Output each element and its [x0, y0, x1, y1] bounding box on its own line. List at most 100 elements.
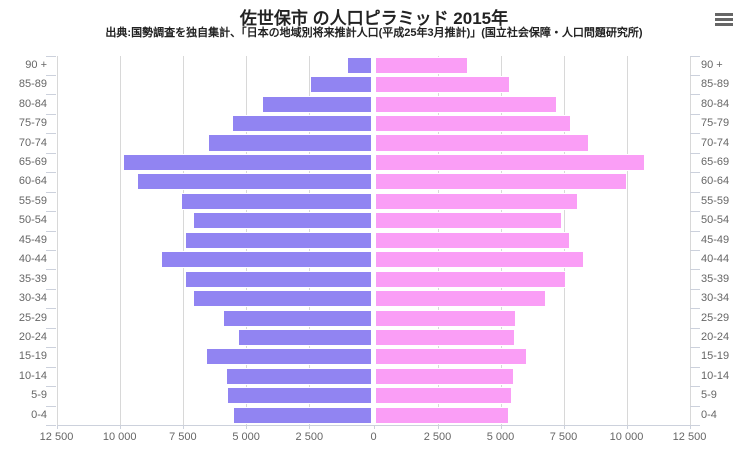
- male-population-bar[interactable]: [232, 115, 373, 133]
- age-axis-label-left: 35-39: [18, 272, 47, 285]
- male-population-bar[interactable]: [161, 251, 373, 269]
- x-axis-label: 12 500: [672, 431, 707, 443]
- female-population-bar[interactable]: [374, 173, 627, 191]
- male-population-bar[interactable]: [262, 95, 373, 113]
- male-population-bar[interactable]: [123, 153, 373, 171]
- axis-tick-right: [689, 211, 700, 213]
- female-population-bar[interactable]: [374, 348, 527, 366]
- hamburger-menu-icon: [715, 17, 733, 21]
- age-axis-label-left: 45-49: [18, 233, 47, 246]
- axis-tick-right: [689, 288, 700, 290]
- axis-tick-left: [46, 288, 56, 290]
- gridline-left: [182, 55, 184, 425]
- chart-context-menu-button[interactable]: [712, 8, 736, 28]
- axis-tick-left: [46, 425, 56, 426]
- axis-tick-right: [689, 94, 700, 96]
- axis-tick-right: [689, 172, 700, 174]
- axis-tick-right: [689, 152, 700, 154]
- male-population-bar[interactable]: [309, 76, 373, 94]
- age-axis-label-right: 35-39: [701, 272, 730, 285]
- x-axis-tick: [373, 425, 375, 429]
- page-title: 佐世保市 の人口ピラミッド 2015年: [239, 9, 509, 28]
- female-population-bar[interactable]: [374, 115, 572, 133]
- x-axis-tick: [119, 425, 121, 429]
- axis-tick-right: [689, 230, 700, 232]
- age-axis-label-right: 20-24: [701, 330, 730, 343]
- age-axis-label-right: 60-64: [701, 175, 730, 188]
- male-population-bar[interactable]: [137, 173, 373, 191]
- age-axis-label-right: 30-34: [701, 292, 730, 305]
- male-population-bar[interactable]: [184, 270, 373, 288]
- female-population-bar[interactable]: [374, 367, 514, 385]
- age-axis-label-right: 85-89: [701, 78, 730, 91]
- female-population-bar[interactable]: [374, 231, 570, 249]
- male-population-bar[interactable]: [181, 192, 373, 210]
- x-axis-tick: [689, 425, 691, 429]
- male-population-bar[interactable]: [233, 406, 373, 424]
- male-population-bar[interactable]: [208, 134, 373, 152]
- gridline-left: [56, 55, 58, 425]
- female-population-bar[interactable]: [374, 387, 513, 405]
- x-axis-label: 12 500: [39, 431, 74, 443]
- female-population-bar[interactable]: [374, 251, 584, 269]
- x-axis-label: 10 000: [102, 431, 137, 443]
- male-population-bar[interactable]: [226, 387, 373, 405]
- x-axis-label: 7 500: [169, 431, 197, 443]
- axis-tick-right: [689, 55, 700, 57]
- age-axis-label-left: 80-84: [18, 97, 47, 110]
- axis-tick-right: [689, 327, 700, 329]
- age-axis-label-left: 70-74: [18, 136, 47, 149]
- female-population-bar[interactable]: [374, 134, 589, 152]
- x-axis-tick: [563, 425, 565, 429]
- female-population-bar[interactable]: [374, 270, 567, 288]
- male-population-bar[interactable]: [206, 348, 373, 366]
- axis-tick-left: [46, 230, 56, 232]
- female-population-bar[interactable]: [374, 406, 509, 424]
- x-axis-tick: [309, 425, 311, 429]
- axis-tick-left: [46, 269, 56, 271]
- female-population-bar[interactable]: [374, 153, 646, 171]
- age-axis-label-left: 40-44: [18, 253, 47, 266]
- page-subtitle: 出典:国勢調査を独自集計、「日本の地域別将来推計人口(平成25年3月推計)」(国…: [105, 27, 643, 39]
- male-population-bar[interactable]: [192, 290, 373, 308]
- axis-tick-right: [689, 347, 700, 349]
- female-population-bar[interactable]: [374, 95, 558, 113]
- age-axis-label-left: 85-89: [18, 78, 47, 91]
- axis-tick-left: [46, 405, 56, 407]
- male-population-bar[interactable]: [225, 367, 373, 385]
- axis-tick-right: [689, 133, 700, 135]
- axis-tick-left: [46, 133, 56, 135]
- female-population-bar[interactable]: [374, 212, 563, 230]
- axis-tick-right: [689, 405, 700, 407]
- female-population-bar[interactable]: [374, 192, 578, 210]
- male-population-bar[interactable]: [222, 309, 373, 327]
- age-axis-label-left: 65-69: [18, 155, 47, 168]
- age-axis-label-left: 25-29: [18, 311, 47, 324]
- age-axis-label-right: 80-84: [701, 97, 730, 110]
- axis-tick-right: [689, 74, 700, 76]
- male-population-bar[interactable]: [347, 56, 373, 74]
- axis-tick-left: [46, 249, 56, 251]
- female-population-bar[interactable]: [374, 76, 510, 94]
- x-axis-tick: [56, 425, 58, 429]
- age-axis-label-right: 40-44: [701, 253, 730, 266]
- age-axis-label-left: 30-34: [18, 292, 47, 305]
- axis-tick-left: [46, 113, 56, 115]
- female-population-bar[interactable]: [374, 309, 516, 327]
- female-population-bar[interactable]: [374, 56, 469, 74]
- x-axis-label: 0: [370, 431, 377, 443]
- axis-tick-right: [689, 425, 700, 426]
- age-axis-label-right: 25-29: [701, 311, 730, 324]
- female-population-bar[interactable]: [374, 328, 516, 346]
- gridline-right: [626, 55, 628, 425]
- axis-tick-left: [46, 211, 56, 213]
- age-axis-label-right: 0-4: [701, 408, 717, 421]
- male-population-bar[interactable]: [193, 212, 373, 230]
- age-axis-label-left: 15-19: [18, 350, 47, 363]
- age-axis-label-right: 70-74: [701, 136, 730, 149]
- axis-tick-right: [689, 308, 700, 310]
- male-population-bar[interactable]: [185, 231, 373, 249]
- male-population-bar[interactable]: [238, 328, 373, 346]
- female-population-bar[interactable]: [374, 290, 546, 308]
